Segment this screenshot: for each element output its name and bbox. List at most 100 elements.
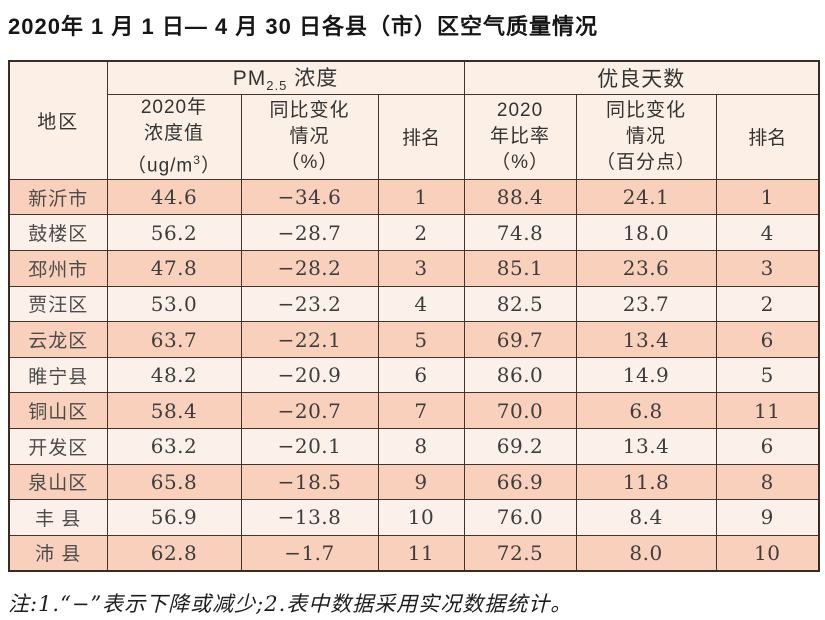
good-rank-cell: 9 (715, 499, 820, 536)
sub-header-row: 2020年 浓度值 （ug/m3） 同比变化 情况 （%） 排名 2020 年比… (9, 93, 820, 180)
good-rate-cell: 86.0 (463, 356, 577, 394)
good-rate-cell: 69.7 (463, 321, 577, 358)
pm-value-cell: 56.2 (106, 214, 242, 252)
pm-value-cell: 58.4 (106, 392, 242, 429)
pm-rank-cell: 4 (377, 285, 465, 323)
good-rank-cell: 1 (715, 178, 820, 216)
good-change-cell: 6.8 (575, 392, 717, 429)
table-row: 贾汪区 53.0 −23.2 4 82.5 23.7 2 (8, 285, 820, 323)
good-rate-cell: 74.8 (463, 214, 577, 252)
page-title: 2020年 1 月 1 日— 4 月 30 日各县（市）区空气质量情况 (8, 14, 599, 39)
pm-change-cell: −20.1 (240, 427, 379, 465)
pm-change-cell: −1.7 (240, 534, 379, 572)
column-group-good-days: 优良天数 (463, 60, 820, 95)
pm-rank-cell: 10 (377, 499, 465, 536)
good-rank-cell: 4 (715, 214, 820, 252)
good-rate-cell: 66.9 (463, 463, 577, 501)
column-header-region: 地区 (8, 60, 108, 180)
table-row: 邳州市 47.8 −28.2 3 85.1 23.6 3 (8, 250, 820, 287)
good-change-cell: 18.0 (575, 214, 717, 252)
good-change-cell: 24.1 (575, 178, 717, 216)
region-cell: 贾汪区 (8, 285, 108, 323)
good-rank-cell: 6 (715, 427, 820, 465)
good-rank-cell: 8 (715, 463, 820, 501)
pm-value-cell: 53.0 (106, 285, 242, 323)
region-cell: 开发区 (8, 427, 108, 465)
column-header-pm-rank: 排名 (377, 93, 465, 180)
column-header-good-rate: 2020 年比率 （%） (463, 93, 577, 180)
region-cell: 铜山区 (8, 392, 108, 429)
good-rate-cell: 76.0 (463, 499, 577, 536)
pm-change-cell: −22.1 (240, 321, 379, 358)
pm-change-cell: −23.2 (240, 285, 379, 323)
good-change-cell: 13.4 (575, 321, 717, 358)
good-change-cell: 11.8 (575, 463, 717, 501)
pm25-subscript: 2.5 (266, 78, 288, 94)
pm-rank-cell: 8 (377, 427, 465, 465)
table-row: 新沂市 44.6 −34.6 1 88.4 24.1 1 (8, 178, 820, 216)
region-cell: 云龙区 (8, 321, 108, 358)
pm-rank-cell: 11 (377, 534, 465, 572)
good-rank-cell: 3 (715, 250, 820, 287)
good-rate-cell: 70.0 (463, 392, 577, 429)
pm-value-cell: 63.2 (106, 427, 242, 465)
good-rate-cell: 85.1 (463, 250, 577, 287)
pm25-group-label: PM2.5 浓度 (232, 67, 339, 94)
good-change-cell: 23.6 (575, 250, 717, 287)
cubic-superscript: 3 (193, 152, 201, 167)
pm-rank-cell: 9 (377, 463, 465, 501)
pm-change-cell: −28.7 (240, 214, 379, 252)
pm-change-cell: −20.9 (240, 356, 379, 394)
table-body: 新沂市 44.6 −34.6 1 88.4 24.1 1 鼓楼区 56.2 −2… (8, 178, 820, 572)
pm-value-cell: 48.2 (106, 356, 242, 394)
table-row: 丰 县 56.9 −13.8 10 76.0 8.4 9 (8, 499, 820, 536)
good-rank-cell: 10 (715, 534, 820, 572)
region-cell: 睢宁县 (8, 356, 108, 394)
good-rate-cell: 69.2 (463, 427, 577, 465)
column-header-pm-concentration: 2020年 浓度值 （ug/m3） (106, 93, 242, 180)
group-header-row: 地区 PM2.5 浓度 优良天数 (8, 60, 820, 180)
region-cell: 丰 县 (8, 499, 108, 536)
pm-rank-cell: 5 (377, 321, 465, 358)
good-rate-cell: 82.5 (463, 285, 577, 323)
column-header-good-rank: 排名 (715, 93, 820, 180)
good-rank-cell: 5 (715, 356, 820, 394)
good-rank-cell: 6 (715, 321, 820, 358)
region-cell: 泉山区 (8, 463, 108, 501)
good-change-cell: 23.7 (575, 285, 717, 323)
pm-rank-cell: 1 (377, 178, 465, 216)
table-row: 泉山区 65.8 −18.5 9 66.9 11.8 8 (8, 463, 820, 501)
pm-value-cell: 65.8 (106, 463, 242, 501)
table-row: 铜山区 58.4 −20.7 7 70.0 6.8 11 (8, 392, 820, 429)
pm-value-cell: 63.7 (106, 321, 242, 358)
pm-rank-cell: 6 (377, 356, 465, 394)
good-change-cell: 8.0 (575, 534, 717, 572)
pm-change-cell: −18.5 (240, 463, 379, 501)
air-quality-table: 地区 PM2.5 浓度 优良天数 2020年 浓度值 （ug/m3） 同比变化 … (8, 60, 821, 572)
footnote: 注:1.“−”表示下降或减少;2.表中数据采用实况数据统计。 (8, 592, 573, 616)
pm-value-cell: 47.8 (106, 250, 242, 287)
table-header: 地区 PM2.5 浓度 优良天数 2020年 浓度值 （ug/m3） 同比变化 … (8, 60, 820, 180)
good-rank-cell: 2 (715, 285, 820, 323)
region-cell: 新沂市 (8, 178, 108, 216)
pm-value-cell: 56.9 (106, 499, 242, 536)
good-days-group-label: 优良天数 (597, 67, 686, 91)
region-cell: 沛 县 (8, 534, 108, 572)
pm-change-cell: −34.6 (240, 178, 379, 216)
pm-change-cell: −28.2 (240, 250, 379, 287)
column-header-good-yoy-change: 同比变化 情况 （百分点） (575, 93, 717, 180)
table-row: 云龙区 63.7 −22.1 5 69.7 13.4 6 (8, 321, 820, 358)
pm-rank-cell: 3 (377, 250, 465, 287)
table-row: 鼓楼区 56.2 −28.7 2 74.8 18.0 4 (8, 214, 820, 252)
pm-rank-cell: 7 (377, 392, 465, 429)
good-change-cell: 8.4 (575, 499, 717, 536)
good-rate-cell: 72.5 (463, 534, 577, 572)
pm-value-cell: 44.6 (106, 178, 242, 216)
pm-value-cell: 62.8 (106, 534, 242, 572)
good-change-cell: 13.4 (575, 427, 717, 465)
region-cell: 邳州市 (8, 250, 108, 287)
good-rank-cell: 11 (715, 392, 820, 429)
pm-rank-cell: 2 (377, 214, 465, 252)
pm-change-cell: −13.8 (240, 499, 379, 536)
